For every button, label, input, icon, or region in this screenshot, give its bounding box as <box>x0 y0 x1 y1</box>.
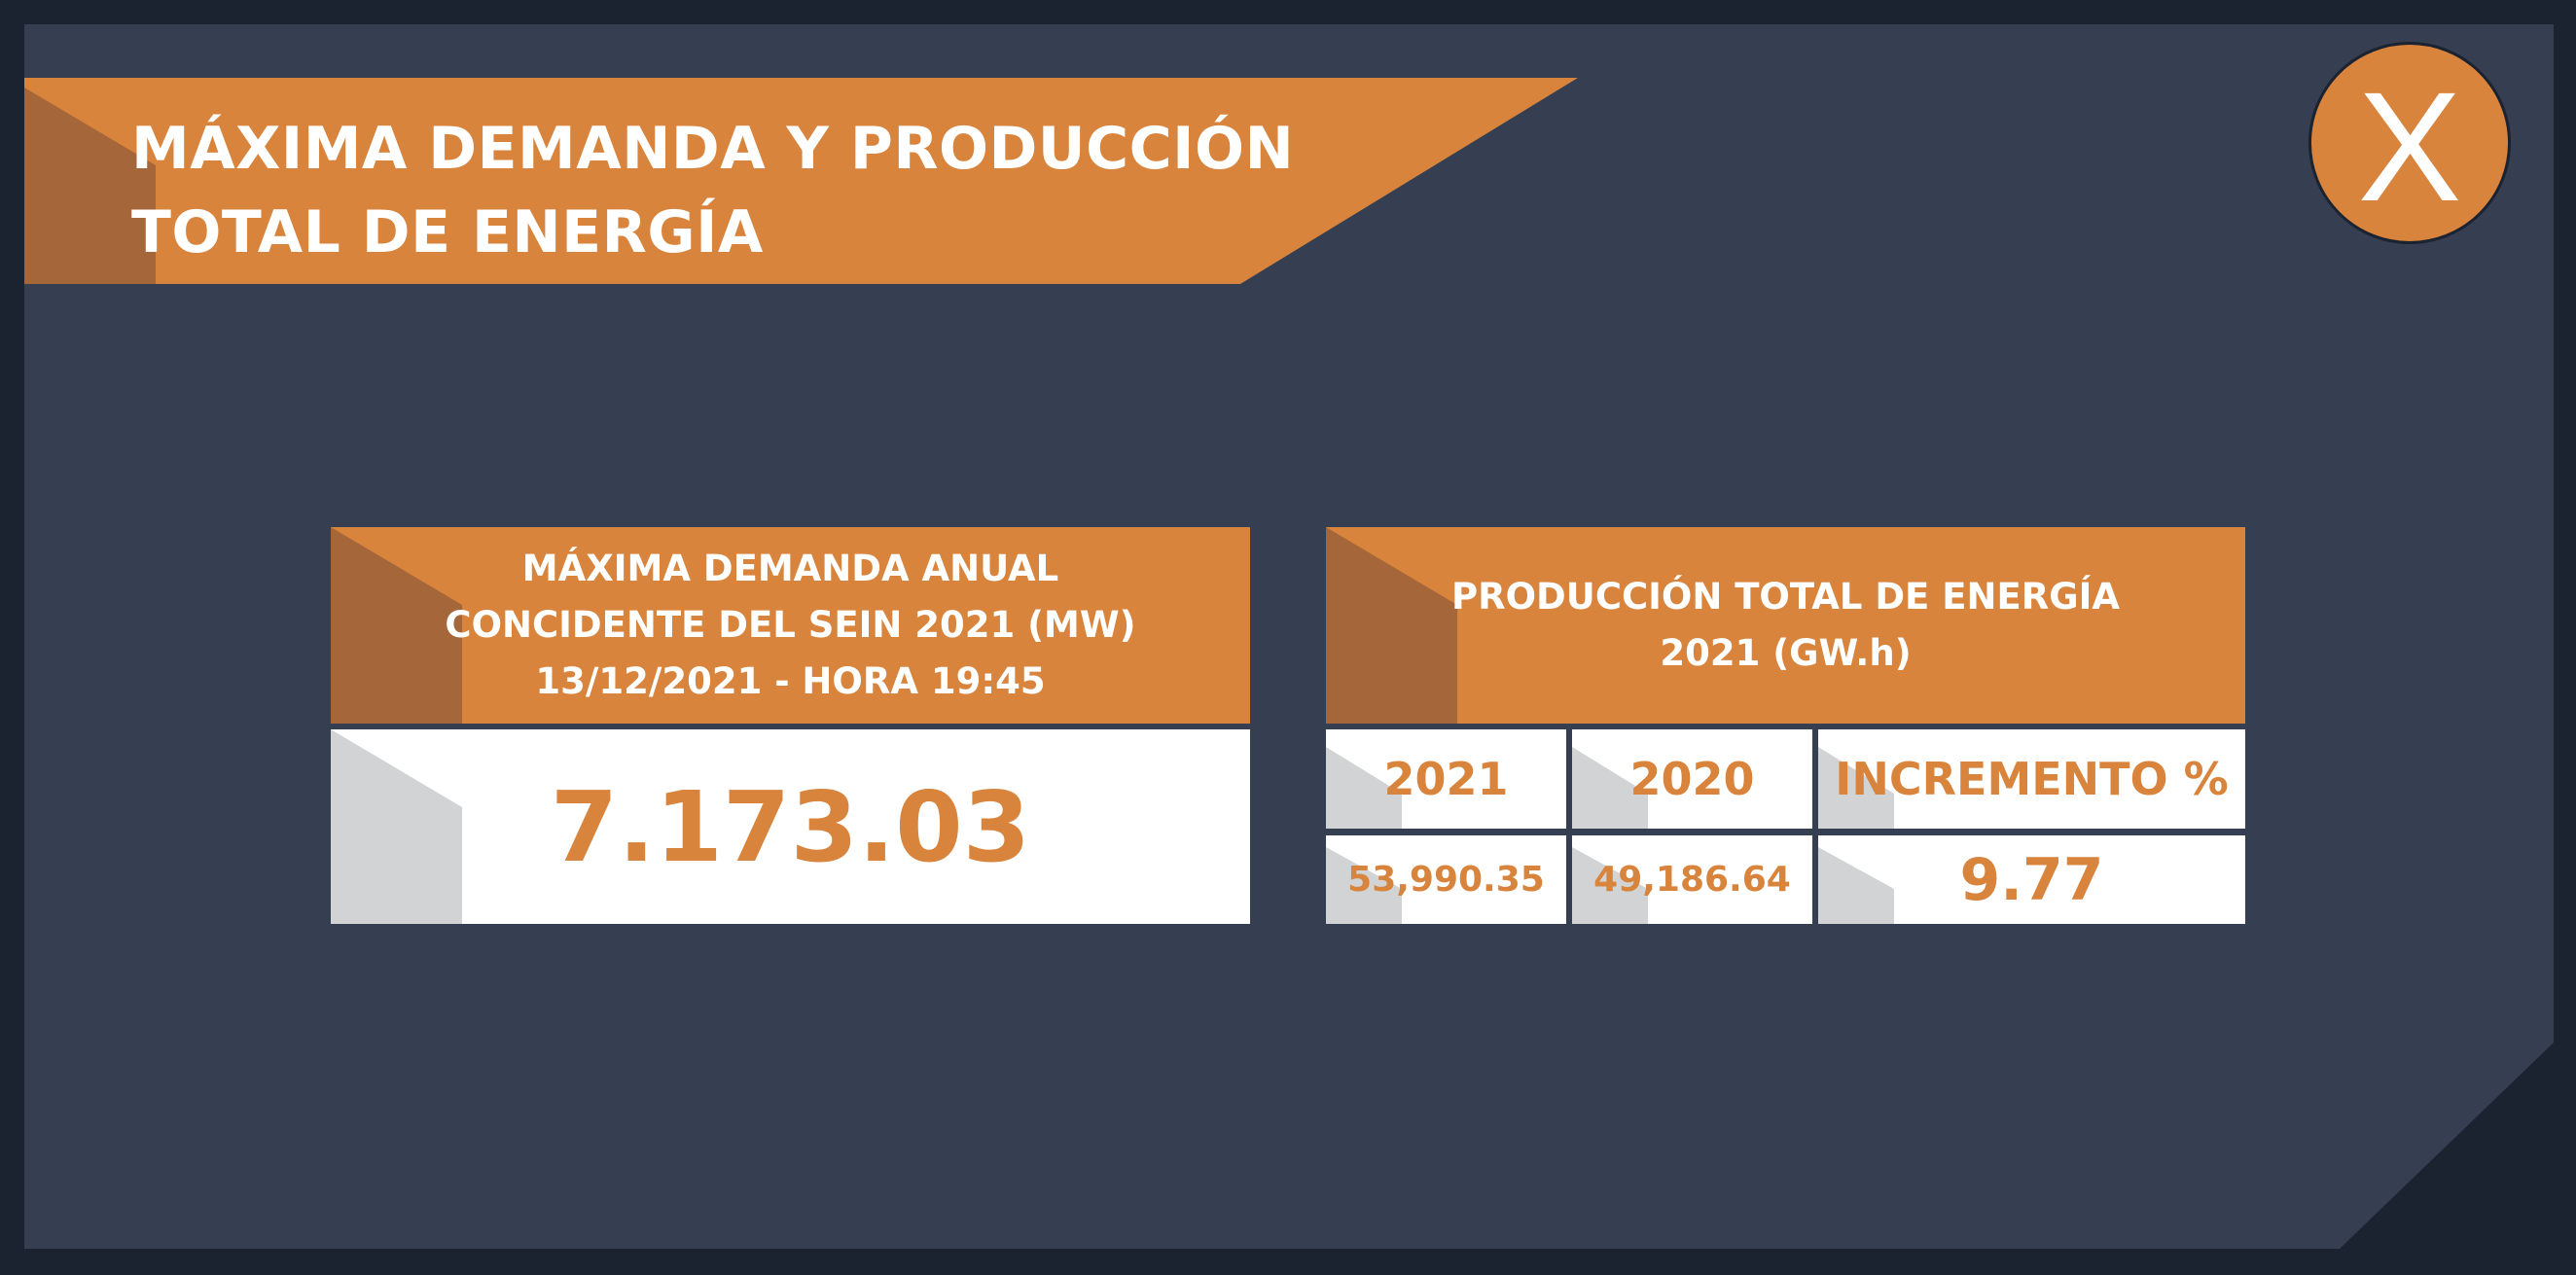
cell-fold-decoration <box>1572 847 1648 924</box>
max-demand-value: 7.173.03 <box>550 769 1031 884</box>
page-title: MÁXIMA DEMANDA Y PRODUCCIÓN TOTAL DE ENE… <box>131 107 1294 274</box>
production-card-header: PRODUCCIÓN TOTAL DE ENERGÍA 2021 (GW.h) <box>1326 527 2245 724</box>
table-value-cell: 49,186.64 <box>1572 835 1812 924</box>
cell-fold-decoration <box>1326 747 1402 829</box>
title-line-2: TOTAL DE ENERGÍA <box>131 198 764 266</box>
title-line-1: MÁXIMA DEMANDA Y PRODUCCIÓN <box>131 115 1295 183</box>
table-header-cell: 2020 <box>1572 729 1812 829</box>
close-icon: X <box>2357 59 2462 233</box>
cell-fold-decoration <box>1572 747 1648 829</box>
demand-header-line-2: CONCIDENTE DEL SEIN 2021 (MW) <box>445 604 1136 646</box>
header-fold-decoration <box>331 527 462 724</box>
value-fold-decoration <box>331 729 462 924</box>
cell-fold-decoration <box>1326 847 1402 924</box>
table-header-cell: INCREMENTO % <box>1818 729 2245 829</box>
demand-header-line-1: MÁXIMA DEMANDA ANUAL <box>521 548 1059 589</box>
column-header-increment: INCREMENTO % <box>1835 753 2229 805</box>
demand-card-value-box: 7.173.03 <box>331 729 1250 924</box>
demand-header-line-3: 13/12/2021 - HORA 19:45 <box>535 660 1046 702</box>
table-value-cell: 9.77 <box>1818 835 2245 924</box>
header-fold-decoration <box>1326 527 1457 724</box>
column-header-2021: 2021 <box>1383 753 1509 805</box>
increment-percent-value: 9.77 <box>1959 845 2104 914</box>
production-header-line-2: 2021 (GW.h) <box>1660 632 1912 674</box>
cell-fold-decoration <box>1818 847 1894 924</box>
close-button[interactable]: X <box>2308 42 2511 244</box>
cell-fold-decoration <box>1818 747 1894 829</box>
production-2020-value: 49,186.64 <box>1593 860 1791 900</box>
production-2021-value: 53,990.35 <box>1347 860 1545 900</box>
table-header-cell: 2021 <box>1326 729 1566 829</box>
table-value-cell: 53,990.35 <box>1326 835 1566 924</box>
column-header-2020: 2020 <box>1629 753 1755 805</box>
demand-card-header: MÁXIMA DEMANDA ANUAL CONCIDENTE DEL SEIN… <box>331 527 1250 724</box>
production-header-line-1: PRODUCCIÓN TOTAL DE ENERGÍA <box>1451 576 2120 618</box>
